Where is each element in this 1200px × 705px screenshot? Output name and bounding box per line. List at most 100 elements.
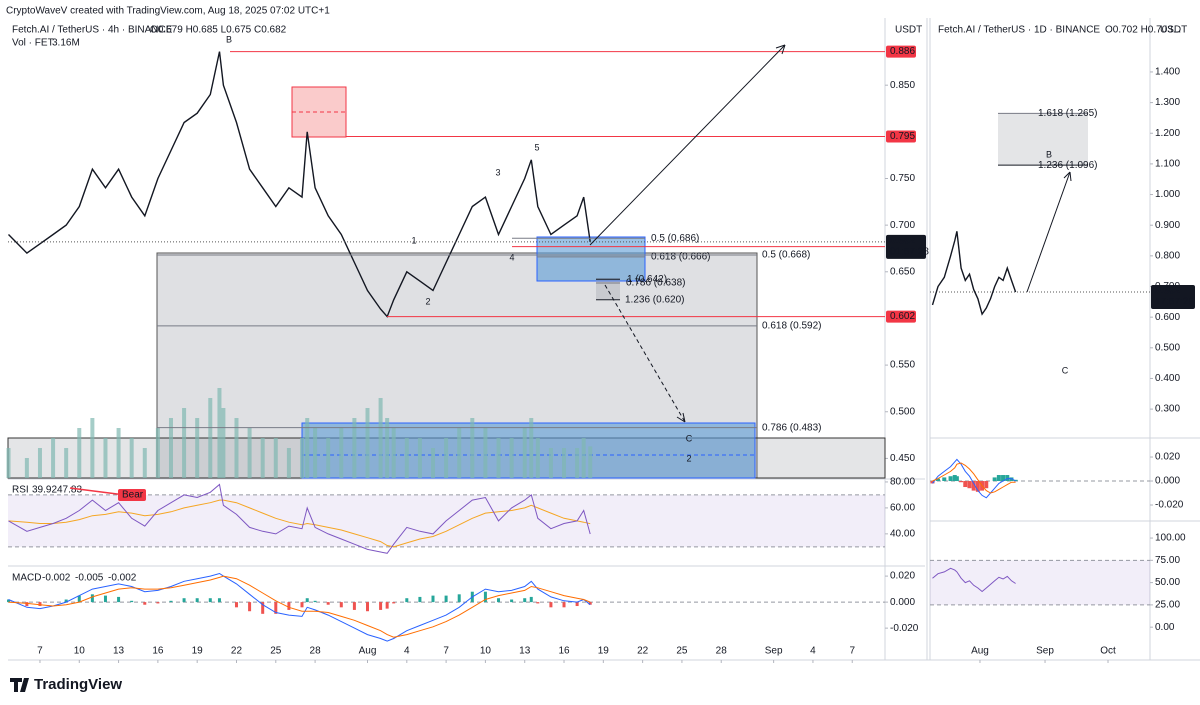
macd-histogram-bar: [418, 596, 422, 603]
logo: TradingView: [10, 676, 122, 693]
x-tick-label: 7: [849, 646, 855, 657]
macd-histogram-bar: [64, 599, 68, 603]
x-tick-label: 22: [231, 646, 243, 657]
fib-label: 1.618 (1.265): [1038, 108, 1098, 119]
y-tick-label: -0.020: [890, 623, 919, 634]
projection-arrow: [604, 284, 686, 423]
macd-histogram-bar: [25, 602, 29, 607]
macd-histogram-bar: [217, 598, 221, 603]
macd-histogram-bar: [305, 598, 309, 603]
y-tick-label: 25.00: [1155, 600, 1180, 611]
volume-bar: [208, 398, 213, 478]
countdown: 17:57:28: [1155, 297, 1194, 308]
macd-histogram-bar: [1001, 475, 1006, 482]
volume-bar: [299, 438, 304, 478]
macd-histogram-bar: [313, 600, 317, 603]
y-tick-label: 0.450: [890, 453, 915, 464]
rsi-band: [930, 560, 1150, 605]
macd-histogram-bar: [930, 481, 935, 484]
volume-bar: [305, 418, 310, 478]
x-tick-label: 4: [404, 646, 410, 657]
wave-label: 5: [534, 142, 539, 152]
divergence-line: [69, 487, 126, 496]
volume-label: Vol · FET: [12, 38, 54, 49]
y-tick-label: 0.400: [1155, 373, 1180, 384]
fib-label: 0.5 (0.668): [762, 250, 810, 261]
volume-bar: [116, 428, 121, 478]
volume-bar: [142, 448, 147, 478]
macd-histogram-bar: [431, 595, 435, 603]
macd-histogram-bar: [975, 481, 980, 492]
macd-histogram-bar: [948, 476, 953, 482]
x-tick-label: 13: [113, 646, 125, 657]
macd-histogram-bar: [510, 599, 514, 603]
macd-histogram-bar: [523, 598, 527, 603]
macd-value: -0.005: [75, 573, 104, 584]
volume-bar: [404, 438, 409, 478]
macd-histogram-bar: [379, 602, 383, 610]
volume-bar: [562, 448, 567, 478]
y-tick-label: 0.550: [890, 360, 915, 371]
rsi-value: 39.92: [32, 485, 57, 496]
y-tick-label: 75.00: [1155, 555, 1180, 566]
fib-label: 0.786 (0.638): [626, 278, 686, 289]
signal-line: [932, 462, 1016, 494]
macd-histogram-bar: [1013, 479, 1018, 482]
rsi-line: [932, 567, 1016, 593]
y-tick-label: 0.000: [1155, 476, 1180, 487]
wave-label: C: [1062, 365, 1069, 375]
wave-label: 4: [509, 252, 514, 262]
volume-bar: [195, 418, 200, 478]
countdown: 01:57:28: [890, 247, 929, 258]
level-tag: [886, 45, 916, 58]
x-tick-label: 4: [810, 646, 816, 657]
macd-histogram-bar: [959, 481, 964, 483]
x-tick-label: 28: [716, 646, 728, 657]
volume-bar: [509, 438, 514, 478]
macd-histogram-bar: [954, 476, 959, 482]
x-tick-label: 10: [74, 646, 86, 657]
x-tick-label: Aug: [359, 646, 377, 657]
ohlc: O0.679 H0.685 L0.675 C0.682: [150, 25, 287, 36]
macd-histogram-bar: [562, 602, 566, 608]
macd-histogram-bar: [967, 481, 972, 489]
y-tick-label: 40.00: [890, 528, 915, 539]
macd-histogram-bar: [300, 602, 304, 608]
y-tick-label: 100.00: [1155, 533, 1186, 544]
volume-bar: [457, 428, 462, 478]
logo-text: TradingView: [34, 676, 122, 693]
volume-bar: [217, 388, 222, 478]
volume-bar: [417, 438, 422, 478]
volume-bar: [129, 438, 134, 478]
macd-value: -0.002: [108, 573, 137, 584]
macd-histogram-bar: [549, 602, 553, 608]
last-price-tag: [1151, 285, 1195, 310]
volume-bar: [483, 428, 488, 478]
macd-histogram-bar: [444, 595, 448, 603]
x-tick-label: 13: [519, 646, 531, 657]
axis-unit: USDT: [895, 25, 922, 36]
y-tick-label: 0.500: [890, 406, 915, 417]
macd-histogram-bar: [392, 602, 396, 604]
macd-histogram-bar: [984, 481, 989, 489]
x-tick-label: Oct: [1100, 646, 1116, 657]
x-tick-label: Sep: [765, 646, 783, 657]
macd-histogram-bar: [385, 602, 389, 609]
macd-histogram-bar: [77, 595, 81, 603]
macd-histogram-bar: [234, 602, 238, 608]
volume-bar: [90, 418, 95, 478]
volume-bar: [247, 428, 252, 478]
macd-histogram-bar: [156, 602, 160, 604]
macd-histogram-bar: [339, 602, 343, 608]
x-tick-label: 28: [310, 646, 322, 657]
level-label: 0.602: [890, 311, 915, 322]
signal-tag: [118, 489, 146, 501]
macd-histogram-bar: [169, 600, 173, 603]
y-tick-label: -0.020: [1155, 500, 1184, 511]
volume-bar: [352, 418, 357, 478]
volume-bar: [431, 448, 436, 478]
x-tick-label: Aug: [971, 646, 989, 657]
macd-histogram-bar: [996, 475, 1001, 482]
